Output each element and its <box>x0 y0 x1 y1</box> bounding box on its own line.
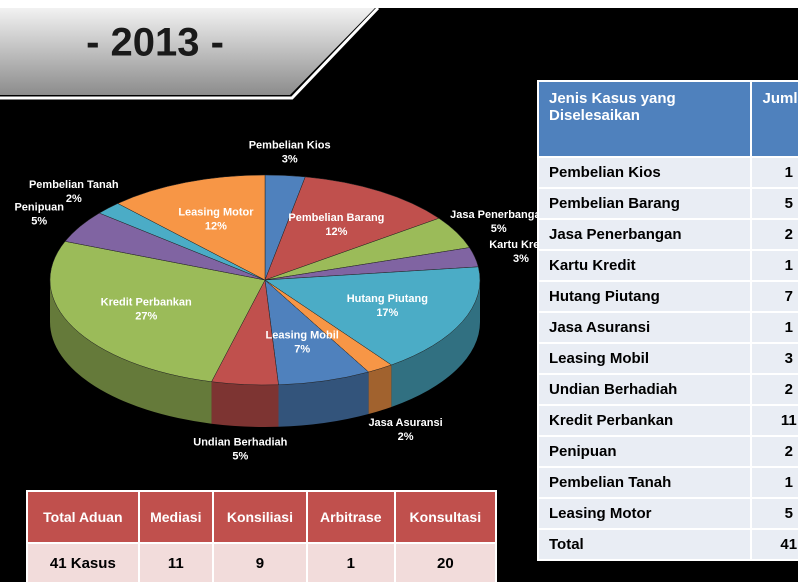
row: Total 41 <box>536 528 798 561</box>
row: Pembelian Barang 5 <box>536 187 798 220</box>
cell: 1 <box>750 249 798 282</box>
header-cell: Arbitrase <box>305 490 396 544</box>
slice-value: 27% <box>135 310 157 322</box>
cell: 1 <box>750 311 798 344</box>
cell: 2 <box>750 218 798 251</box>
banner-edge <box>0 6 380 100</box>
slice-value: 12% <box>205 220 227 232</box>
cell: 3 <box>750 342 798 375</box>
row: Penipuan 2 <box>536 435 798 468</box>
header-cell: Konsultasi <box>393 490 498 544</box>
slice-label: Leasing Mobil <box>266 329 339 341</box>
cell: Total <box>536 528 753 561</box>
slice-value: 12% <box>325 226 347 238</box>
cell: Leasing Motor <box>536 497 753 530</box>
slice-side <box>278 372 369 427</box>
row: Jasa Asuransi 1 <box>536 311 798 344</box>
slice-side <box>211 381 279 427</box>
cell: 2 <box>750 373 798 406</box>
cell: Undian Berhadiah <box>536 373 753 406</box>
header-cell: Konsiliasi <box>211 490 308 544</box>
cell: 20 <box>393 542 498 582</box>
row: Jasa Penerbangan 2 <box>536 218 798 251</box>
slice <box>264 266 481 366</box>
cell: 5 <box>750 497 798 530</box>
slice-value: 3% <box>513 253 529 265</box>
case-table: Jenis Kasus yang DiselesaikanJumlahPembe… <box>536 80 798 561</box>
cell: Jasa Asuransi <box>536 311 753 344</box>
slice-value: 5% <box>31 216 47 228</box>
cell: Leasing Mobil <box>536 342 753 375</box>
slice-label: Hutang Piutang <box>347 293 428 305</box>
slice-value: 5% <box>232 450 248 462</box>
slice-value: 3% <box>282 153 298 165</box>
slice-value: 5% <box>491 223 507 235</box>
slice-side <box>368 364 392 415</box>
cell: 1 <box>305 542 396 582</box>
slice-value: 2% <box>66 193 82 205</box>
slice-value: 7% <box>294 343 310 355</box>
cell: Pembelian Tanah <box>536 466 753 499</box>
header-cell: Total Aduan <box>26 490 140 544</box>
cell: Penipuan <box>536 435 753 468</box>
cell: 41 <box>750 528 798 561</box>
row: Pembelian Kios 1 <box>536 156 798 189</box>
slice-label: Pembelian Kios <box>249 139 331 151</box>
slice-label: Jasa Penerbangan <box>450 209 547 221</box>
slice <box>264 176 440 281</box>
cell: 41 Kasus <box>26 542 140 582</box>
cell: Pembelian Kios <box>536 156 753 189</box>
banner <box>0 8 375 95</box>
row: Pembelian Tanah 1 <box>536 466 798 499</box>
row: Undian Berhadiah 2 <box>536 373 798 406</box>
slice-value: 2% <box>398 431 414 443</box>
cell: 9 <box>211 542 308 582</box>
cell: 11 <box>750 404 798 437</box>
cell: Kartu Kredit <box>536 249 753 282</box>
slice <box>117 174 266 281</box>
header-cell: Jumlah <box>750 80 798 158</box>
cell: 1 <box>750 466 798 499</box>
slice-label: Pembelian Barang <box>288 212 384 224</box>
cell: 1 <box>750 156 798 189</box>
slice-value: 17% <box>376 307 398 319</box>
cell: Jasa Penerbangan <box>536 218 753 251</box>
header-cell: Jenis Kasus yang Diselesaikan <box>536 80 753 158</box>
cell: 2 <box>750 435 798 468</box>
slice-label: Jasa Asuransi <box>368 417 442 429</box>
row: Leasing Mobil 3 <box>536 342 798 375</box>
slice-label: Pembelian Tanah <box>29 179 119 191</box>
cell: 5 <box>750 187 798 220</box>
row: Hutang Piutang 7 <box>536 280 798 313</box>
row: Leasing Motor 5 <box>536 497 798 530</box>
slice-label: Leasing Motor <box>178 206 254 218</box>
year-title: - 2013 - <box>86 21 224 65</box>
slice-label: Undian Berhadiah <box>193 436 287 448</box>
slice-side <box>391 280 480 407</box>
cell: Kredit Perbankan <box>536 404 753 437</box>
slice-side <box>50 280 212 424</box>
slice <box>49 241 266 382</box>
slice-label: Penipuan <box>14 202 64 214</box>
row: Kredit Perbankan 11 <box>536 404 798 437</box>
row: Kartu Kredit 1 <box>536 249 798 282</box>
cell: Hutang Piutang <box>536 280 753 313</box>
cell: 11 <box>137 542 214 582</box>
summary-table: Total Aduan Mediasi Konsiliasi Arbitrase Kon… <box>26 490 498 582</box>
top-strip <box>0 0 798 8</box>
cell: Pembelian Barang <box>536 187 753 220</box>
slice-label: Kredit Perbankan <box>101 296 192 308</box>
header-cell: Mediasi <box>137 490 214 544</box>
cell: 7 <box>750 280 798 313</box>
